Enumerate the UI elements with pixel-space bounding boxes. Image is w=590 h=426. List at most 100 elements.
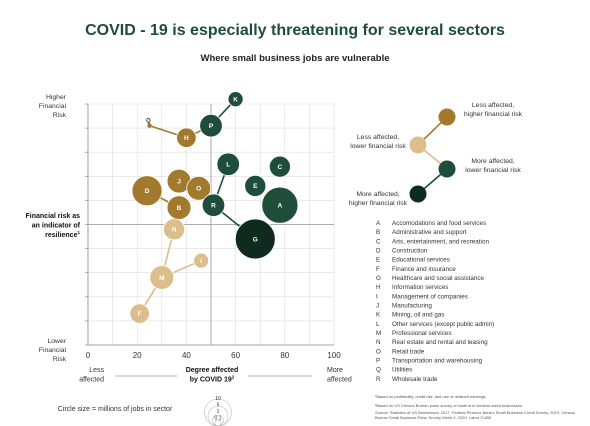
bubble-o — [186, 176, 212, 201]
bubble-e — [244, 174, 267, 197]
bubble-q — [147, 123, 152, 128]
sector-legend-name: Information services — [392, 284, 448, 291]
y-axis-title: an indicator of — [32, 223, 81, 230]
legend-quadrant-circle — [409, 185, 427, 203]
y-top-label: Risk — [53, 112, 67, 119]
sector-legend-name: Utilities — [392, 367, 412, 374]
sector-legend-code: N — [376, 339, 381, 346]
size-legend-value: 5 — [217, 403, 220, 409]
x-left-label: Less — [89, 367, 104, 374]
sector-legend-name: Finance and insurance — [392, 266, 456, 273]
sector-legend-code: I — [376, 293, 378, 300]
legend-quadrant-circle — [438, 108, 456, 126]
x-axis-title: Degree affected — [186, 367, 239, 374]
bubble-label: H — [184, 135, 189, 142]
bubble-label: B — [177, 205, 182, 212]
sector-legend-name: Educational services — [392, 257, 450, 264]
size-legend-circle — [214, 419, 222, 426]
bubble-k — [227, 91, 244, 108]
legend-quadrant-label: lower financial risk — [350, 143, 406, 150]
sector-legend-code: D — [376, 248, 381, 255]
x-tick-label: 40 — [182, 351, 191, 360]
bubble-label: J — [177, 178, 181, 185]
sector-legend-code: P — [376, 358, 380, 365]
x-axis-title: by COVID 192 — [190, 375, 235, 384]
footnote-2: ²Based on US Census Bureau pulse survey … — [375, 403, 524, 408]
bubble-label: D — [145, 188, 150, 195]
legend-quadrant-label: Less affected, — [357, 134, 399, 141]
x-tick-label: 80 — [280, 351, 289, 360]
bubble-f — [129, 303, 150, 324]
sector-legend-code: M — [376, 330, 381, 337]
y-axis-title: resilience1 — [45, 230, 80, 239]
size-legend-circle — [204, 398, 232, 426]
x-tick-label: 100 — [327, 351, 341, 360]
legend-quadrant-label: higher financial risk — [464, 111, 523, 118]
sector-legend-name: Professional services — [392, 330, 452, 337]
bubble-c — [268, 155, 291, 178]
sector-legend-code: O — [376, 348, 381, 355]
bubble-g — [234, 218, 276, 260]
sector-legend-code: Q — [376, 367, 381, 374]
sector-legend-name: Transportation and warehousing — [392, 358, 483, 365]
bubble-label: F — [138, 311, 142, 318]
x-right-label: More — [327, 367, 343, 374]
sector-legend-code: F — [376, 266, 380, 273]
size-legend-circle — [207, 405, 229, 426]
bubble-label: E — [253, 183, 258, 190]
y-axis-title: Financial risk as — [26, 213, 81, 220]
legend-quadrant-circle — [409, 136, 427, 154]
bubble-label: I — [200, 258, 202, 265]
legend-quadrant-label: higher financial risk — [349, 200, 408, 207]
legend-quadrant-label: lower financial risk — [465, 167, 521, 174]
bubble-label: Q — [146, 119, 151, 125]
x-tick-label: 0 — [86, 351, 91, 360]
bubble-label: O — [196, 186, 201, 193]
x-right-label: affected — [327, 377, 352, 384]
bubble-label: G — [253, 236, 258, 243]
bubble-l — [216, 152, 240, 176]
y-bottom-label: Financial — [39, 347, 67, 354]
sector-legend-name: Other services (except public admin) — [392, 321, 494, 328]
sector-legend-code: L — [376, 321, 380, 328]
sector-legend-name: Manufacturing — [392, 303, 432, 310]
bubble-n — [163, 218, 186, 241]
chart-title: COVID - 19 is especially threatening for… — [85, 22, 505, 39]
bubble-label: R — [211, 203, 216, 210]
bubble-label: K — [233, 96, 238, 103]
bubble-label: P — [209, 123, 214, 130]
bubble-p — [199, 113, 223, 138]
bubble-r — [201, 193, 226, 217]
legend-quadrant-label: Less affected, — [472, 102, 514, 109]
sector-legend-code: B — [376, 229, 380, 236]
bubble-label: N — [172, 227, 177, 234]
bubble-i — [193, 252, 210, 269]
sector-legend-code: J — [376, 303, 379, 310]
sector-legend-code: E — [376, 257, 380, 264]
footnote-1: ¹Based on profitability, credit risk, an… — [375, 394, 487, 399]
sector-legend-name: Arts, entertainment, and recreation — [392, 238, 489, 245]
sector-legend-name: Accomodations and food services — [392, 220, 486, 227]
sector-legend-name: Construction — [392, 248, 428, 255]
chart-subtitle: Where small business jobs are vulnerable — [200, 53, 390, 64]
y-bottom-label: Lower — [47, 338, 66, 345]
y-bottom-label: Risk — [53, 356, 67, 363]
sector-legend-code: C — [376, 238, 381, 245]
sector-legend-name: Management of companies — [392, 293, 468, 300]
y-top-label: Higher — [46, 94, 67, 101]
sector-legend-code: G — [376, 275, 381, 282]
sector-legend-name: Wholesale trade — [392, 376, 438, 383]
bubble-label: M — [159, 275, 164, 282]
bubble-label: L — [226, 162, 230, 169]
legend-quadrant-label: More affected, — [356, 191, 399, 198]
sector-legend-name: Healthcare and social assistance — [392, 275, 485, 282]
x-tick-label: 20 — [133, 351, 142, 360]
footnote-source: Source: Statistics of US Businesses, 201… — [375, 410, 575, 420]
size-legend-value: 0.1 — [215, 416, 222, 422]
sector-legend-name: Mining, oil and gas — [392, 312, 445, 319]
sector-legend-code: R — [376, 376, 381, 383]
size-legend-caption: Circle size = millions of jobs in sector — [58, 406, 173, 413]
legend-quadrant-label: More affected, — [471, 158, 514, 165]
sector-legend-code: K — [376, 312, 381, 319]
